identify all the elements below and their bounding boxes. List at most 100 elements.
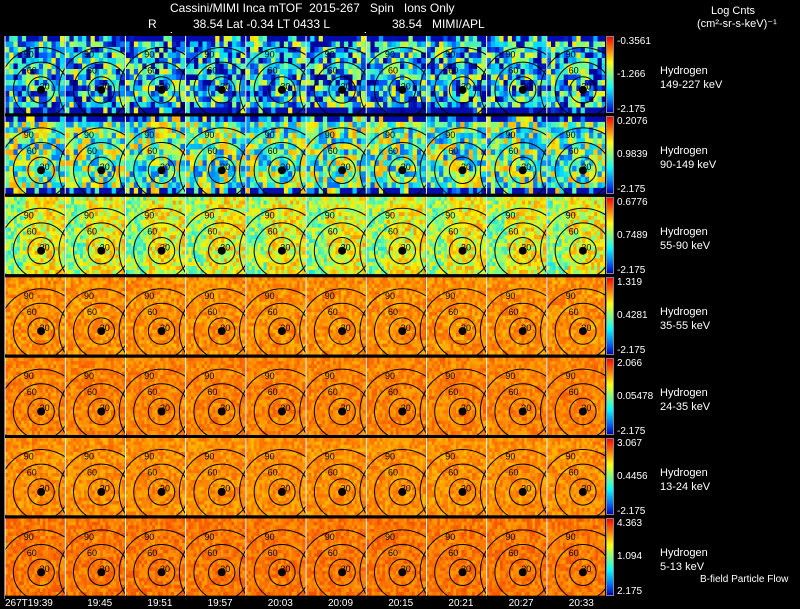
saturn-marker bbox=[158, 327, 166, 335]
contour-label: 90 bbox=[505, 452, 515, 462]
contour-label: 90 bbox=[445, 532, 455, 542]
contour-label: 60 bbox=[27, 226, 37, 236]
contour-label: 60 bbox=[328, 226, 338, 236]
contour-label: 90 bbox=[385, 452, 395, 462]
contour-label: 90 bbox=[505, 532, 515, 542]
energy-label: 24-35 keV bbox=[660, 400, 710, 414]
colorbar-min-label: -2.175 bbox=[617, 185, 645, 195]
contour-label: 90 bbox=[24, 532, 34, 542]
contour-label: 60 bbox=[27, 387, 37, 397]
saturn-marker bbox=[37, 166, 45, 174]
colorbar-mid-label: 0.4281 bbox=[617, 311, 648, 321]
saturn-marker bbox=[278, 86, 286, 94]
saturn-marker bbox=[519, 488, 527, 496]
contour-label: 90 bbox=[24, 210, 34, 220]
contour-label: 60 bbox=[328, 146, 338, 156]
saturn-marker bbox=[278, 166, 286, 174]
saturn-marker bbox=[37, 247, 45, 255]
contour-label: 60 bbox=[207, 387, 217, 397]
saturn-marker bbox=[459, 327, 467, 335]
saturn-marker bbox=[338, 327, 346, 335]
contour-label: 60 bbox=[27, 548, 37, 558]
saturn-marker bbox=[519, 247, 527, 255]
saturn-marker bbox=[97, 568, 105, 576]
contour-label: 90 bbox=[566, 371, 576, 381]
saturn-marker bbox=[37, 568, 45, 576]
time-tick-label: 20:15 bbox=[388, 598, 413, 609]
energy-label: 90-149 keV bbox=[660, 158, 716, 172]
saturn-marker bbox=[459, 247, 467, 255]
contour-label: 90 bbox=[144, 291, 154, 301]
colorbar-max-label: 3.067 bbox=[617, 439, 642, 449]
time-tick-label: 19:57 bbox=[208, 598, 233, 609]
contour-label: 60 bbox=[207, 468, 217, 478]
contour-label: 90 bbox=[204, 532, 214, 542]
saturn-marker bbox=[579, 166, 587, 174]
contour-label: 90 bbox=[445, 130, 455, 140]
contour-label: 90 bbox=[84, 210, 94, 220]
contour-label: 90 bbox=[325, 130, 335, 140]
contour-label: 60 bbox=[328, 307, 338, 317]
saturn-marker bbox=[218, 166, 226, 174]
saturn-marker bbox=[398, 327, 406, 335]
colorbar bbox=[606, 518, 614, 595]
contour-label: 90 bbox=[385, 371, 395, 381]
saturn-marker bbox=[398, 247, 406, 255]
colorbar-max-label: 0.6776 bbox=[617, 198, 648, 208]
colorbar-mid-label: 0.9839 bbox=[617, 150, 648, 160]
colorbar-min-label: 2.175 bbox=[617, 587, 642, 597]
energy-label: 55-90 keV bbox=[660, 239, 710, 253]
saturn-marker bbox=[158, 86, 166, 94]
contour-label: 60 bbox=[508, 146, 518, 156]
colorbar-max-label: 1.319 bbox=[617, 278, 642, 288]
colorbar-min-label: -2.175 bbox=[617, 427, 645, 437]
saturn-marker bbox=[218, 327, 226, 335]
contour-label: 60 bbox=[388, 307, 398, 317]
units-label-2: (cm²-sr-s-keV)⁻¹ bbox=[697, 18, 777, 31]
contour-label: 60 bbox=[328, 387, 338, 397]
saturn-marker bbox=[459, 166, 467, 174]
colorbar-mid-label: 1.094 bbox=[617, 552, 642, 562]
contour-label: 90 bbox=[265, 291, 275, 301]
contour-label: 90 bbox=[24, 452, 34, 462]
contour-label: 60 bbox=[147, 146, 157, 156]
contour-label: 90 bbox=[204, 210, 214, 220]
saturn-marker bbox=[158, 568, 166, 576]
saturn-marker bbox=[278, 247, 286, 255]
saturn-marker bbox=[97, 166, 105, 174]
contour-label: 60 bbox=[569, 66, 579, 76]
contour-label: 90 bbox=[84, 50, 94, 60]
colorbar-max-label: 2.066 bbox=[617, 359, 642, 369]
colorbar-max-label: -0.3561 bbox=[617, 37, 651, 47]
contour-label: 60 bbox=[207, 226, 217, 236]
colorbar-min-label: -2.175 bbox=[617, 346, 645, 356]
contour-label: 60 bbox=[147, 66, 157, 76]
time-tick-label: 267T19:39 bbox=[5, 598, 53, 609]
contour-label: 90 bbox=[144, 532, 154, 542]
contour-label: 90 bbox=[445, 452, 455, 462]
contour-label: 90 bbox=[505, 130, 515, 140]
energy-label: 5-13 keV bbox=[660, 560, 704, 574]
contour-label: 60 bbox=[87, 146, 97, 156]
saturn-marker bbox=[338, 86, 346, 94]
saturn-marker bbox=[459, 568, 467, 576]
contour-label: 90 bbox=[265, 371, 275, 381]
contour-label: 60 bbox=[87, 387, 97, 397]
saturn-marker bbox=[158, 166, 166, 174]
saturn-marker bbox=[97, 488, 105, 496]
saturn-marker bbox=[579, 247, 587, 255]
contour-label: 60 bbox=[27, 468, 37, 478]
contour-label: 90 bbox=[505, 50, 515, 60]
contour-label: 90 bbox=[385, 210, 395, 220]
contour-label: 60 bbox=[448, 468, 458, 478]
saturn-marker bbox=[579, 408, 587, 416]
contour-label: 90 bbox=[24, 371, 34, 381]
saturn-marker bbox=[97, 247, 105, 255]
contour-label: 60 bbox=[508, 66, 518, 76]
contour-label: 60 bbox=[328, 468, 338, 478]
colorbar-min-label: -2.175 bbox=[617, 105, 645, 115]
contour-label: 60 bbox=[207, 548, 217, 558]
species-label: Hydrogen bbox=[660, 305, 708, 319]
energy-label: 13-24 keV bbox=[660, 480, 710, 494]
time-tick-label: 20:03 bbox=[268, 598, 293, 609]
